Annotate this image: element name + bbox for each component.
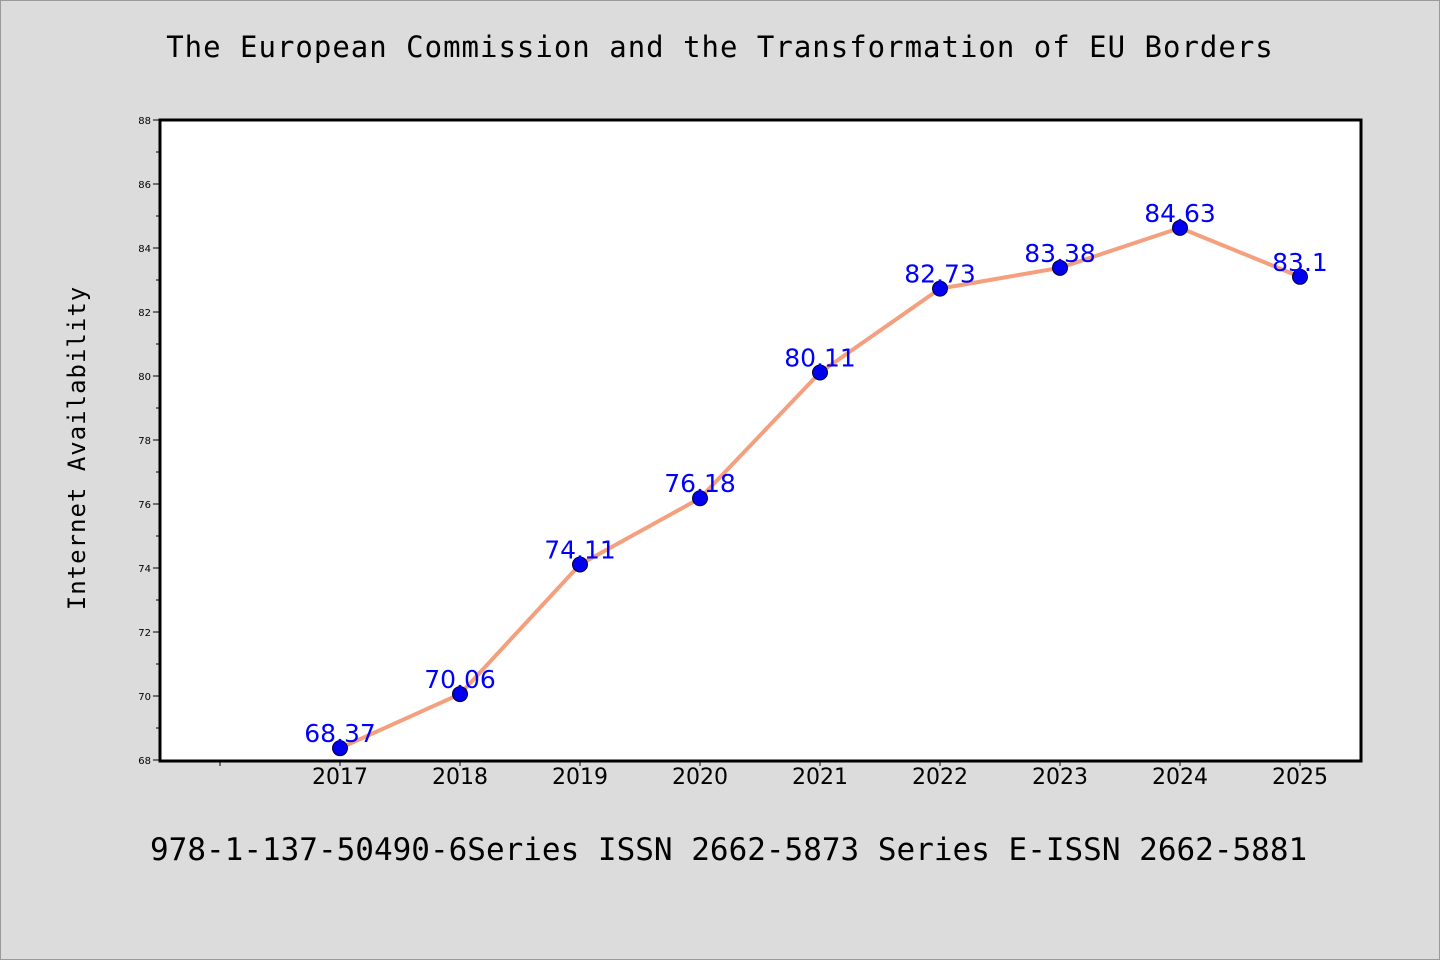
data-label: 70.06 (424, 665, 496, 694)
y-tick-label: 82 (138, 308, 151, 319)
data-point (1172, 219, 1188, 236)
y-axis-label: Internet Availability (63, 286, 91, 610)
data-labels: 68.37 70.06 74.11 76.18 80.11 82.73 83.38 84.63… (304, 199, 1328, 748)
x-tick-label: 2025 (1272, 765, 1328, 790)
y-tick-label: 80 (138, 372, 151, 383)
data-point (932, 280, 948, 297)
data-point (452, 686, 468, 703)
y-tick-label: 86 (138, 180, 151, 191)
y-axis: 68 70 72 74 76 78 80 82 84 86 88 (138, 116, 160, 767)
y-tick-label: 74 (138, 564, 151, 575)
data-point (332, 740, 348, 757)
y-tick-label: 70 (138, 692, 151, 703)
data-label: 83.1 (1272, 248, 1328, 277)
data-point (812, 364, 828, 381)
data-label: 82.73 (904, 260, 976, 289)
data-label: 80.11 (784, 343, 856, 372)
data-label: 84.63 (1144, 199, 1216, 228)
x-tick-label: 2024 (1152, 765, 1208, 790)
x-tick-label: 2017 (312, 765, 368, 790)
x-tick-label: 2020 (672, 765, 728, 790)
x-tick-label: 2018 (432, 765, 488, 790)
data-label: 83.38 (1024, 239, 1096, 268)
y-tick-label: 78 (138, 436, 151, 447)
data-point (692, 490, 708, 507)
x-axis: 2017 2018 2019 2020 2021 2022 2023 2024 2025 (219, 760, 1328, 790)
chart-title: The European Commission and the Transfor… (166, 30, 1274, 64)
y-tick-label: 68 (138, 756, 151, 767)
plot-area (158, 118, 1363, 763)
data-point (1292, 268, 1308, 285)
x-tick-label: 2023 (1032, 765, 1088, 790)
x-tick-label: 2019 (552, 765, 608, 790)
y-tick-label: 76 (138, 500, 151, 511)
y-tick-label: 84 (138, 244, 151, 255)
x-tick-label: 2021 (792, 765, 848, 790)
series-markers (332, 219, 1308, 757)
data-label: 76.18 (664, 469, 736, 498)
y-tick-label: 72 (138, 628, 151, 639)
y-tick-label: 88 (138, 116, 151, 127)
data-point (572, 556, 588, 573)
data-label: 68.37 (304, 719, 376, 748)
x-tick-label: 2022 (912, 765, 968, 790)
footer-isbn: 978-1-137-50490-6Series ISSN 2662-5873 S… (150, 832, 1308, 868)
data-label: 74.11 (544, 535, 616, 564)
data-point (1052, 259, 1068, 276)
